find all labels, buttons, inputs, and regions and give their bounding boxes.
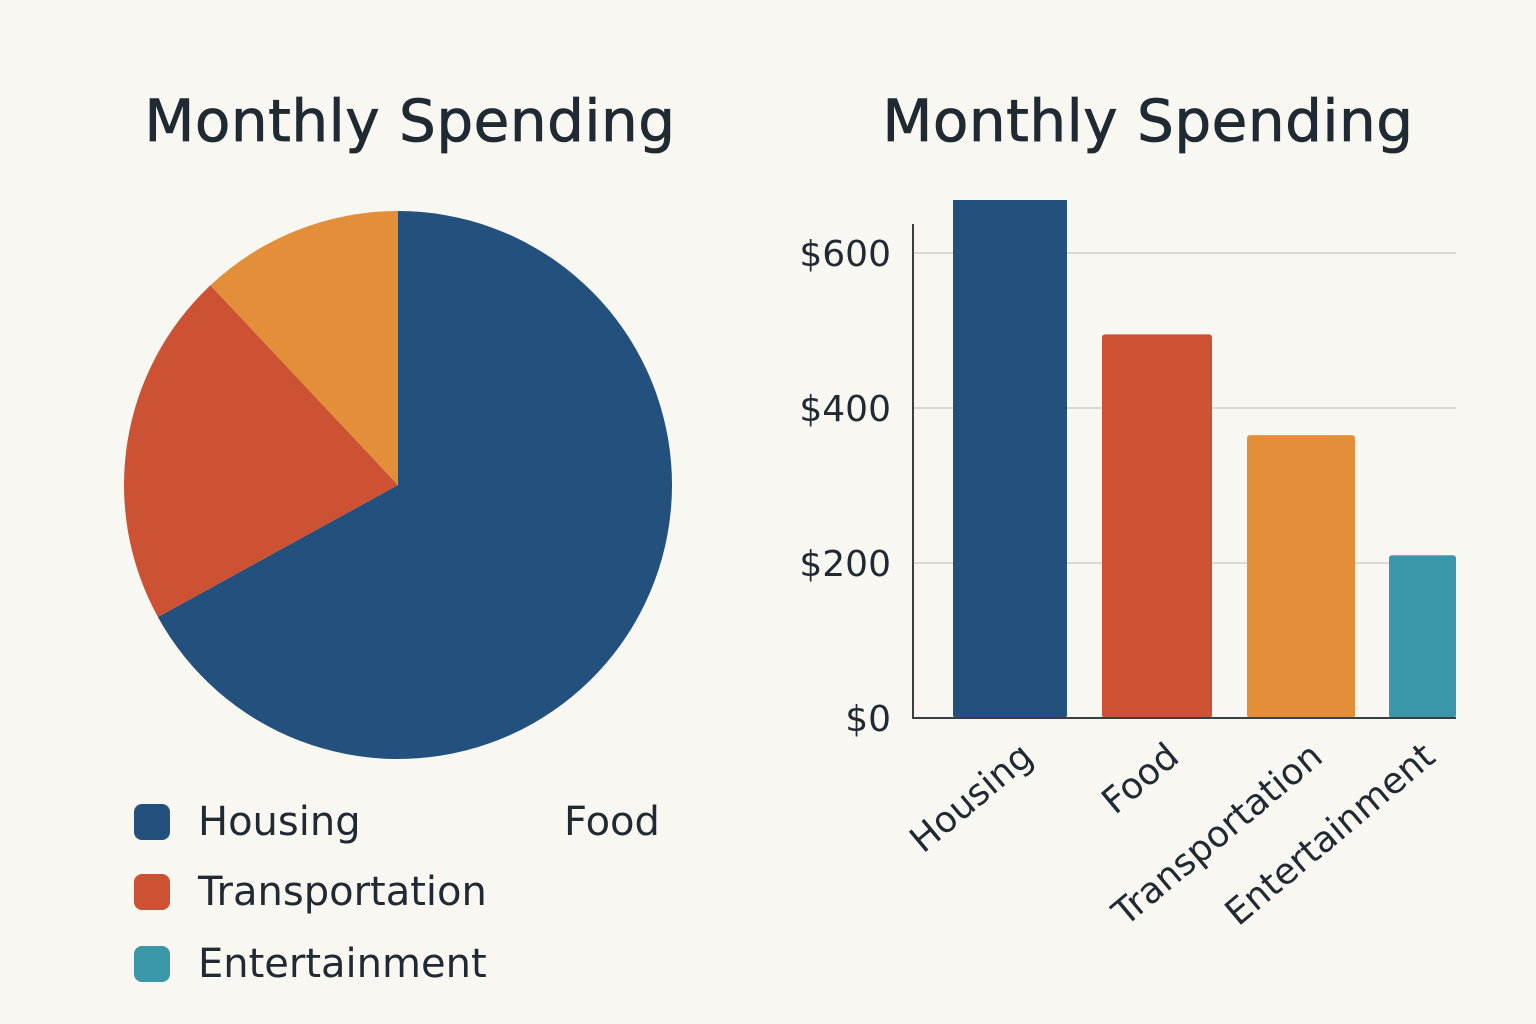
pie-chart [100,200,700,770]
legend-item-entertainment: Entertainment [134,944,487,984]
legend-swatch-housing [134,804,170,840]
legend-item-housing: Housing [134,802,361,842]
legend-label-housing: Housing [198,802,361,842]
legend-item-food: Food [564,802,660,842]
legend-label-food: Food [564,802,660,842]
pie-chart-title: Monthly Spending [0,92,820,150]
x-tick-label-housing: Housing [902,735,1040,860]
bar-entertainment [1389,555,1456,718]
legend-label-entertainment: Entertainment [198,944,487,984]
legend-swatch-transportation [134,874,170,910]
legend-label-transportation: Transportation [198,872,487,912]
bar-food [1102,334,1212,718]
legend-item-transportation: Transportation [134,872,487,912]
bar-housing [953,200,1067,718]
x-tick-label-food: Food [1094,735,1186,822]
bar-chart: $0$200$400$600$900 HousingFoodTransporta… [760,200,1536,1024]
y-tick-label-0: $0 [845,699,891,740]
y-tick-label-400: $400 [799,389,891,430]
y-tick-label-200: $200 [799,544,891,585]
bar-chart-title: Monthly Spending [760,92,1536,150]
x-tick-label-entertainment: Entertainment [1218,735,1443,933]
y-tick-label-600: $600 [799,234,891,275]
bar-transportation [1247,435,1355,718]
legend-swatch-entertainment [134,946,170,982]
